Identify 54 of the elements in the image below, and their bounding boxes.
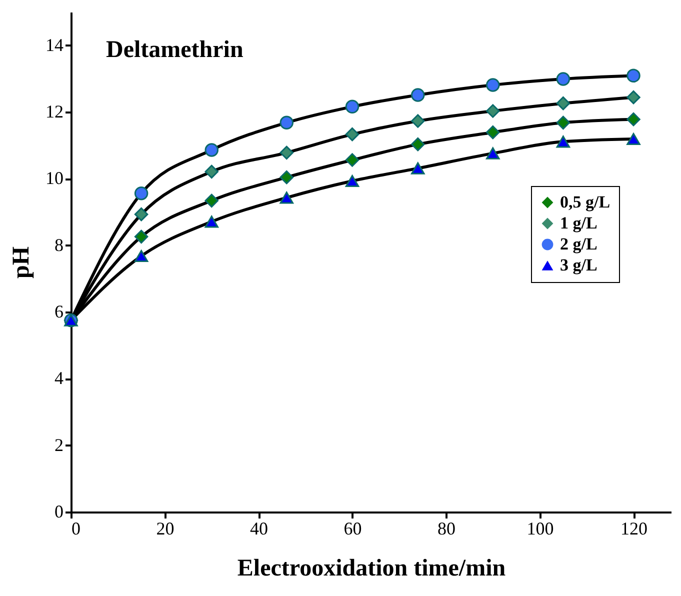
y-tick-label: 0 bbox=[54, 502, 64, 522]
point bbox=[486, 104, 500, 118]
point bbox=[134, 186, 148, 200]
x-tick-label: 40 bbox=[250, 518, 268, 538]
point bbox=[204, 216, 218, 228]
point bbox=[345, 174, 360, 188]
y-tick-label: 12 bbox=[46, 102, 64, 122]
point bbox=[556, 72, 570, 86]
point bbox=[556, 116, 570, 130]
point bbox=[204, 194, 218, 208]
point bbox=[134, 250, 148, 262]
y-tick-label: 14 bbox=[46, 34, 64, 55]
x-tick-label: 60 bbox=[344, 518, 362, 538]
point bbox=[134, 230, 148, 244]
point bbox=[345, 127, 360, 142]
point bbox=[204, 164, 218, 179]
point bbox=[280, 116, 294, 130]
point bbox=[626, 68, 640, 83]
y-tick-label: 8 bbox=[54, 234, 64, 255]
point bbox=[411, 162, 425, 174]
point bbox=[626, 112, 640, 126]
point bbox=[204, 143, 218, 157]
legend-label: 3 g/L bbox=[560, 256, 598, 274]
legend-label: 2 g/L bbox=[560, 234, 598, 254]
x-tick-label: 20 bbox=[156, 518, 174, 538]
point bbox=[280, 146, 294, 160]
point bbox=[411, 137, 425, 152]
point bbox=[486, 147, 500, 160]
point bbox=[486, 125, 500, 140]
x-axis-title: Electrooxidation time/min bbox=[237, 556, 506, 582]
point bbox=[556, 136, 570, 148]
y-axis-title: pH bbox=[8, 246, 34, 279]
point bbox=[411, 114, 425, 128]
y-tick-label: 10 bbox=[46, 168, 64, 188]
legend-label: 0,5 g/L bbox=[560, 192, 610, 212]
x-tick-label: 0 bbox=[72, 518, 80, 538]
point bbox=[345, 100, 360, 114]
y-tick-label: 4 bbox=[54, 368, 64, 388]
point bbox=[411, 88, 425, 102]
point bbox=[280, 170, 294, 184]
point bbox=[556, 96, 570, 110]
point bbox=[134, 207, 148, 222]
legend-label: 1 g/L bbox=[560, 214, 598, 232]
point bbox=[486, 78, 500, 92]
x-tick-label: 120 bbox=[620, 518, 648, 538]
y-tick-label: 6 bbox=[54, 302, 64, 322]
point bbox=[626, 90, 640, 104]
text: Deltamethrin bbox=[106, 37, 244, 63]
x-tick-label: 80 bbox=[438, 518, 456, 538]
x-tick-label: 100 bbox=[526, 518, 554, 538]
point bbox=[626, 132, 640, 146]
point bbox=[280, 192, 294, 204]
y-tick-label: 2 bbox=[54, 434, 64, 455]
point bbox=[345, 153, 360, 167]
